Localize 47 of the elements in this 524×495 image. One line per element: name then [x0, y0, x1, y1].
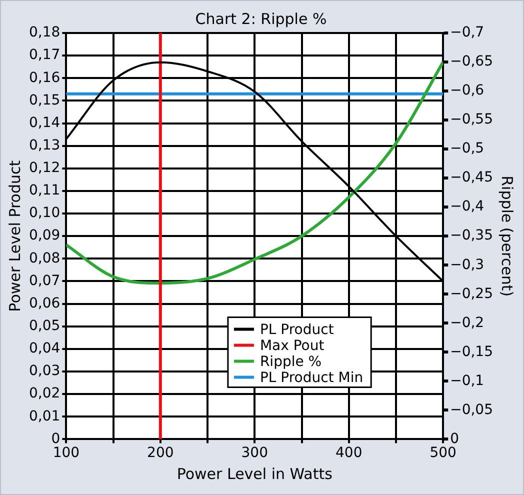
legend-label: PL Product Min — [260, 370, 364, 386]
y2-tick-label: −0,25 — [450, 286, 494, 302]
y-tick-label: 0,07 — [29, 272, 60, 289]
y-tick-label: 0,18 — [29, 24, 60, 41]
y-tick-label: 0,13 — [29, 137, 60, 154]
y2-tick-label: −0,1 — [450, 372, 484, 389]
x-tick-label: 400 — [336, 445, 362, 462]
y2-tick-label: −0,4 — [450, 198, 484, 215]
chart-title: Chart 2: Ripple % — [195, 10, 327, 28]
y2-tick-label: −0,35 — [450, 228, 494, 244]
y-tick-label: 0,14 — [29, 114, 60, 131]
y-axis-title: Power Level Product — [6, 160, 24, 312]
y2-tick-label: 0 — [450, 430, 460, 447]
x-tick-label: 500 — [430, 445, 456, 462]
y-tick-label: 0,12 — [29, 160, 60, 176]
y-tick-label: 0,17 — [29, 47, 60, 64]
y-tick-label: 0,15 — [29, 92, 60, 108]
y2-axis-title: Ripple (percent) — [498, 176, 516, 297]
y2-tick-label: −0,05 — [450, 402, 494, 418]
y-tick-label: 0,09 — [29, 228, 60, 244]
x-tick-label: 100 — [52, 445, 80, 462]
legend-label: PL Product — [260, 322, 334, 338]
y-tick-label: 0,10 — [29, 205, 60, 222]
y-tick-label: 0,06 — [29, 295, 60, 312]
y2-tick-label: −0,2 — [450, 314, 484, 331]
y2-tick-label: −0,55 — [450, 112, 494, 128]
y-tick-label: 0,04 — [29, 340, 60, 357]
x-tick-label: 200 — [147, 445, 174, 462]
y2-tick-label: −0,6 — [450, 82, 484, 99]
x-axis-title: Power Level in Watts — [176, 464, 333, 483]
y-tick-label: 0,16 — [29, 70, 60, 86]
y-tick-label: 0,01 — [29, 408, 60, 424]
y2-tick-label: −0,45 — [450, 170, 494, 186]
y-tick-label: 0,08 — [29, 250, 60, 266]
y2-tick-label: −0,15 — [450, 344, 494, 360]
y-tick-label: 0 — [51, 430, 60, 447]
y2-tick-label: −0,3 — [450, 256, 484, 273]
y2-tick-label: −0,7 — [450, 24, 484, 41]
y2-tick-label: −0,5 — [450, 140, 484, 157]
legend-label: Max Pout — [260, 338, 325, 354]
legend-label: Ripple % — [260, 354, 322, 370]
x-tick-label: 300 — [241, 445, 268, 462]
y-tick-label: 0,05 — [29, 318, 60, 334]
y-tick-label: 0,03 — [29, 363, 60, 380]
y-tick-label: 0,11 — [29, 182, 60, 199]
y-tick-label: 0,02 — [29, 386, 60, 402]
y2-tick-label: −0,65 — [450, 54, 494, 70]
